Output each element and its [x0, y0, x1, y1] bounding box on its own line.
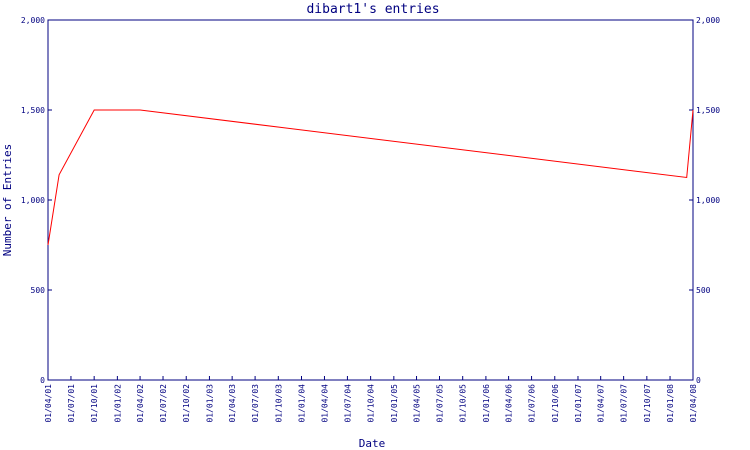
- x-tick-label: 01/07/03: [251, 384, 260, 423]
- y-tick-label-right: 0: [696, 376, 701, 385]
- y-tick-label-right: 1,500: [696, 106, 720, 115]
- x-tick-label: 01/10/05: [459, 384, 468, 423]
- x-tick-label: 01/10/01: [90, 384, 99, 423]
- x-tick-label: 01/10/02: [182, 384, 191, 423]
- x-tick-label: 01/01/03: [205, 384, 214, 423]
- series-line-entries: [47, 109, 694, 246]
- x-tick-label: 01/10/04: [367, 384, 376, 423]
- x-tick-label: 01/01/07: [574, 384, 583, 423]
- chart-title: dibart1's entries: [306, 2, 439, 17]
- x-tick-label: 01/04/04: [320, 384, 329, 423]
- y-tick-label-left: 2,000: [21, 16, 45, 25]
- y-tick-label-left: 1,000: [21, 196, 45, 205]
- plot-area: [47, 19, 694, 381]
- x-tick-label: 01/01/08: [666, 384, 675, 423]
- y-tick-label-left: 1,500: [21, 106, 45, 115]
- x-tick-label: 01/01/05: [390, 384, 399, 423]
- x-tick-label: 01/10/07: [643, 384, 652, 423]
- x-tick-label: 01/01/04: [298, 384, 307, 423]
- x-tick-label: 01/07/07: [620, 384, 629, 423]
- x-tick-label: 01/07/01: [67, 384, 76, 423]
- x-tick-label: 01/10/06: [551, 384, 560, 423]
- y-axis-right: 0 500 1,000 1,500 2,000: [689, 16, 720, 385]
- x-tick-label: 01/07/06: [528, 384, 537, 423]
- x-tick-label: 01/07/05: [435, 384, 444, 423]
- x-tick-label: 01/04/08: [689, 384, 698, 423]
- y-axis-title: Number of Entries: [1, 144, 14, 257]
- x-tick-label: 01/10/03: [274, 384, 283, 423]
- y-tick-label-right: 1,000: [696, 196, 720, 205]
- x-tick-label: 01/07/04: [343, 384, 352, 423]
- x-tick-label: 01/07/02: [159, 384, 168, 423]
- y-axis-left: 0 500 1,000 1,500 2,000: [21, 16, 52, 385]
- series-layer: [47, 109, 694, 246]
- x-tick-label: 01/01/06: [482, 384, 491, 423]
- x-tick-label: 01/04/05: [413, 384, 422, 423]
- x-tick-label: 01/04/03: [228, 384, 237, 423]
- x-tick-label: 01/01/02: [113, 384, 122, 423]
- x-axis: 01/04/01 01/07/01 01/10/01 01/01/02 01/04/02…: [44, 376, 698, 423]
- x-tick-label: 01/04/02: [136, 384, 145, 423]
- y-tick-label-right: 2,000: [696, 16, 720, 25]
- y-tick-label-right: 500: [696, 286, 711, 295]
- y-tick-label-left: 0: [40, 376, 45, 385]
- x-tick-label: 01/04/07: [597, 384, 606, 423]
- y-tick-label-left: 500: [31, 286, 46, 295]
- x-axis-title: Date: [359, 437, 386, 450]
- x-tick-label: 01/04/06: [505, 384, 514, 423]
- x-tick-label: 01/04/01: [44, 384, 53, 423]
